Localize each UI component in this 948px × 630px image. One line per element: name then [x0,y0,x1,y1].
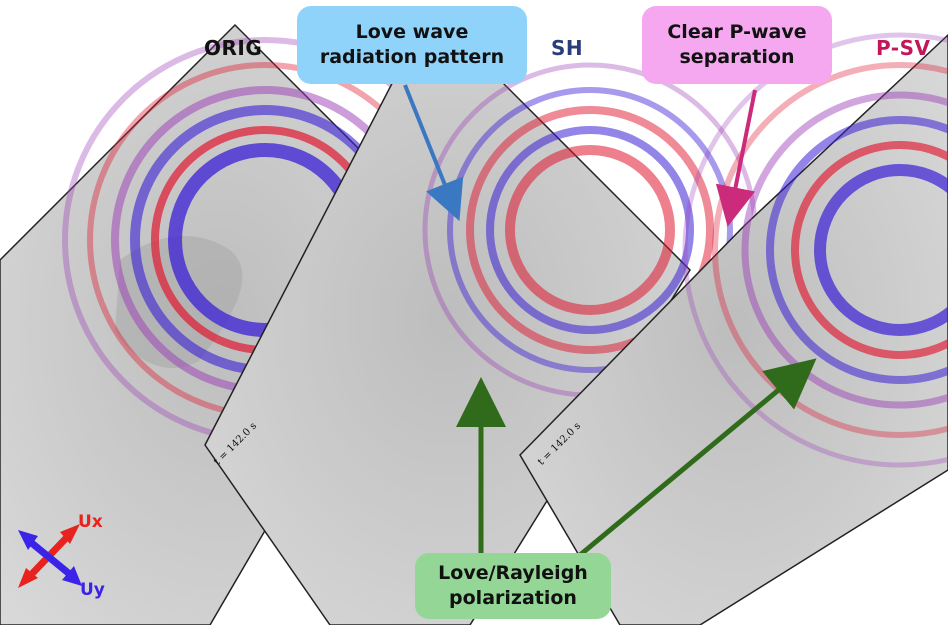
panel-title-psv: P-SV [876,36,931,60]
callout-p-wave: Clear P-wave separation [642,6,832,84]
ux-label: Ux [78,512,103,532]
callout-love-radiation: Love wave radiation pattern [297,6,527,84]
panel-title-orig: ORIG [204,36,262,60]
panel-title-sh: SH [551,36,583,60]
uy-label: Uy [80,580,105,600]
callout-polarization: Love/Rayleigh polarization [415,553,611,619]
